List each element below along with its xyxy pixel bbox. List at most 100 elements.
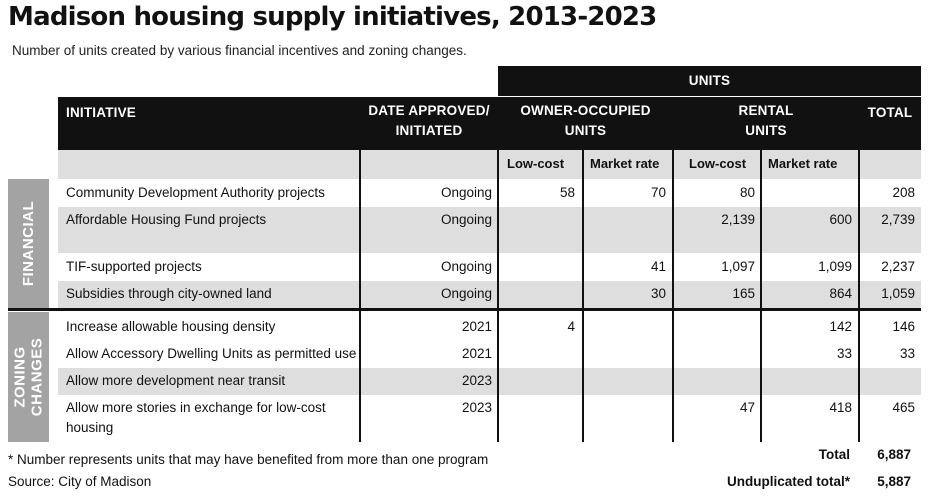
col-divider [582, 150, 584, 442]
row-own-market [583, 317, 666, 337]
row-rent-market: 600 [829, 212, 852, 227]
subheader-row [58, 150, 921, 179]
row-rent-low: 165 [732, 286, 755, 301]
row-total: 465 [892, 400, 915, 415]
row-bg [58, 395, 921, 442]
total-label: Total [818, 447, 850, 462]
page-subtitle: Number of units created by various finan… [12, 43, 467, 58]
row-rent-market: 33 [836, 346, 852, 361]
col-divider [359, 97, 361, 442]
row-rent-low [673, 371, 755, 391]
row-initiative: Allow more development near transit [66, 373, 286, 388]
sub-rent-market: Market rate [768, 156, 838, 171]
row-date: Ongoing [440, 185, 492, 200]
row-rent-low [673, 344, 755, 364]
date-header-line1: DATE APPROVED/ [368, 103, 490, 118]
unduplicated-total-value: 5,887 [877, 474, 911, 489]
section-divider [8, 308, 921, 311]
row-initiative: Increase allowable housing density [66, 319, 276, 334]
row-date: 2021 [461, 319, 492, 334]
row-total: 146 [892, 319, 915, 334]
row-own-market [583, 210, 666, 230]
rental-header: RENTAL UNITS [673, 101, 859, 145]
row-rent-market: 864 [829, 286, 852, 301]
row-rent-low [673, 317, 755, 337]
row-date: Ongoing [440, 259, 492, 274]
row-own-market: 30 [650, 286, 666, 301]
row-own-low [498, 284, 575, 304]
row-bg [58, 368, 921, 395]
row-bg [58, 312, 921, 341]
total-value: 6,887 [877, 447, 911, 462]
row-own-market: 70 [650, 185, 666, 200]
sub-own-market: Market rate [590, 156, 660, 171]
row-own-market [583, 398, 666, 418]
row-own-low [498, 371, 575, 391]
row-own-market: 41 [650, 259, 666, 274]
row-initiative: Allow Accessory Dwelling Units as permit… [66, 346, 357, 361]
row-own-low [498, 344, 575, 364]
row-total: 2,237 [881, 259, 915, 274]
row-bg [58, 253, 921, 281]
row-rent-low: 47 [739, 400, 755, 415]
row-own-low [498, 210, 575, 230]
row-own-market [583, 344, 666, 364]
row-rent-market [761, 183, 852, 203]
row-bg [58, 179, 921, 207]
owner-header-line2: UNITS [564, 123, 607, 138]
sub-rent-low: Low-cost [689, 156, 747, 171]
row-bg [58, 281, 921, 308]
zoning-label-line1: ZONING [11, 346, 29, 408]
row-date: 2023 [461, 400, 492, 415]
row-initiative-line2: housing [66, 420, 114, 435]
date-header: DATE APPROVED/ INITIATED [360, 101, 498, 145]
col-divider [497, 97, 499, 442]
col-divider [858, 97, 860, 442]
rental-header-line1: RENTAL [738, 103, 794, 118]
row-total: 1,059 [881, 286, 915, 301]
row-rent-market: 142 [829, 319, 852, 334]
date-header-line2: INITIATED [395, 123, 463, 138]
row-date: 2023 [461, 373, 492, 388]
col-divider [760, 150, 762, 442]
row-rent-low: 80 [739, 185, 755, 200]
row-own-low [498, 398, 575, 418]
sub-own-low: Low-cost [507, 156, 565, 171]
zoning-label-line2: CHANGES [28, 337, 46, 417]
row-initiative: Allow more stories in exchange for low-c… [66, 400, 326, 415]
units-header: UNITS [498, 66, 921, 96]
row-total: 208 [892, 185, 915, 200]
zoning-section-label: ZONING CHANGES [8, 312, 49, 442]
col-divider [672, 97, 674, 442]
row-date: Ongoing [440, 286, 492, 301]
row-own-market [583, 371, 666, 391]
source-line: Source: City of Madison [8, 474, 152, 489]
owner-header-line1: OWNER-OCCUPIED [520, 103, 651, 118]
row-initiative: Subsidies through city-owned land [66, 286, 272, 301]
initiative-header: INITIATIVE [66, 101, 137, 125]
row-rent-market [761, 371, 852, 391]
row-total: 2,739 [881, 212, 915, 227]
row-rent-low: 2,139 [721, 212, 755, 227]
row-initiative: Community Development Authority projects [66, 185, 325, 200]
row-date: 2021 [461, 346, 492, 361]
financial-section-label: FINANCIAL [8, 179, 49, 308]
total-header: TOTAL [859, 101, 921, 125]
row-initiative: Affordable Housing Fund projects [66, 212, 267, 227]
row-initiative: TIF-supported projects [66, 259, 202, 274]
row-rent-low: 1,097 [721, 259, 755, 274]
row-own-low: 4 [567, 319, 575, 334]
row-rent-market: 418 [829, 400, 852, 415]
rental-header-line2: UNITS [745, 123, 787, 138]
page-title: Madison housing supply initiatives, 2013… [8, 2, 657, 32]
row-date: Ongoing [440, 212, 492, 227]
row-bg [58, 207, 921, 253]
row-total: 33 [899, 346, 915, 361]
row-bg [58, 341, 921, 368]
owner-header: OWNER-OCCUPIED UNITS [498, 101, 673, 145]
footnote: * Number represents units that may have … [8, 452, 489, 467]
row-total [859, 371, 915, 391]
row-rent-market: 1,099 [818, 259, 852, 274]
row-own-low: 58 [559, 185, 575, 200]
row-own-low [498, 257, 575, 277]
